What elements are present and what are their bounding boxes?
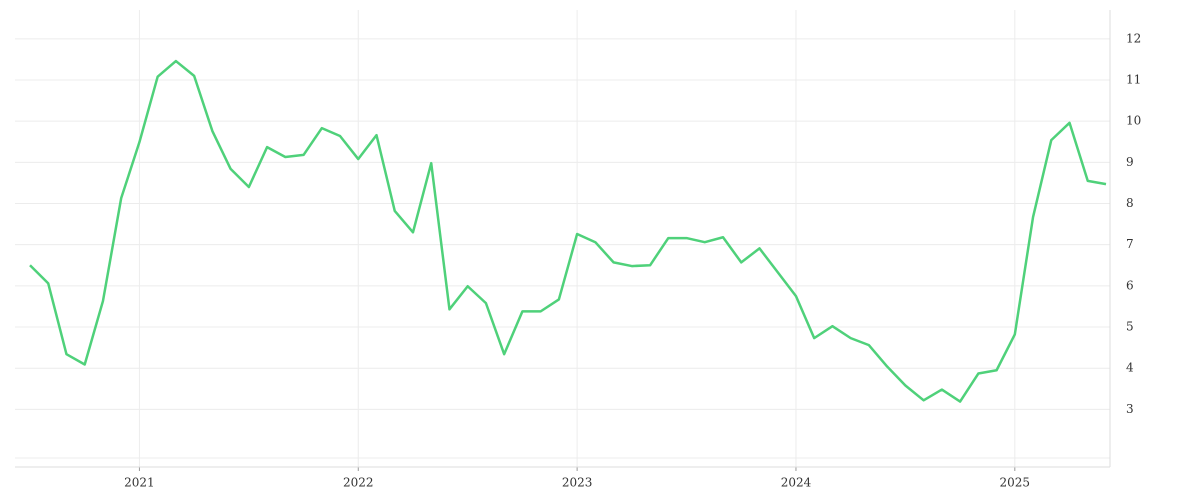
y-tick-label: 11 — [1126, 72, 1141, 86]
y-tick-label: 3 — [1126, 402, 1134, 416]
y-tick-label: 8 — [1126, 196, 1134, 210]
y-tick-label: 6 — [1126, 278, 1134, 292]
x-tick-label: 2023 — [562, 476, 593, 490]
y-tick-label: 12 — [1126, 31, 1141, 45]
x-tick-label: 2024 — [781, 476, 812, 490]
y-tick-label: 4 — [1126, 361, 1134, 375]
y-tick-label: 9 — [1126, 155, 1134, 169]
y-tick-label: 5 — [1126, 320, 1134, 334]
y-tick-label: 10 — [1126, 114, 1141, 128]
x-tick-label: 2025 — [1000, 476, 1031, 490]
x-tick-label: 2022 — [343, 476, 374, 490]
line-series — [29, 59, 1107, 403]
y-tick-label: 7 — [1126, 237, 1134, 251]
x-tick-label: 2021 — [124, 476, 155, 490]
